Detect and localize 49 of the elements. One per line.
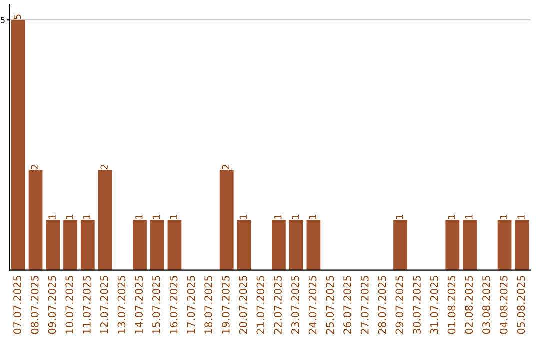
data-label: 1	[152, 214, 160, 220]
x-tick-label: 31.07.2025	[430, 276, 438, 334]
data-label: 1	[48, 214, 56, 220]
data-label: 1	[170, 214, 178, 220]
x-tick-label: 07.07.2025	[14, 276, 22, 334]
x-tick-label: 25.07.2025	[326, 276, 334, 334]
data-label: 1	[83, 214, 91, 220]
x-tick-label: 26.07.2025	[344, 276, 352, 334]
data-label: 1	[309, 214, 316, 220]
x-tick-label: 11.07.2025	[83, 276, 91, 334]
x-tick-label: 21.07.2025	[256, 276, 265, 334]
x-tick-label: 24.07.2025	[308, 276, 317, 334]
data-label: 1	[274, 214, 282, 220]
data-label: 2	[31, 165, 38, 170]
x-tick-label: 09.07.2025	[48, 276, 56, 334]
x-tick-label: 12.07.2025	[100, 276, 108, 334]
x-tick-label: 16.07.2025	[170, 276, 178, 334]
x-tick-label: 20.07.2025	[239, 276, 248, 334]
data-label: 2	[100, 165, 108, 170]
x-tick-label: 05.08.2025	[517, 276, 526, 334]
x-tick-label: 01.08.2025	[448, 276, 456, 334]
x-tick-label: 23.07.2025	[291, 276, 300, 334]
data-label: 5	[14, 14, 22, 20]
x-tick-label: 02.08.2025	[465, 276, 474, 334]
data-label: 1	[66, 214, 74, 220]
x-tick-label: 22.07.2025	[274, 276, 282, 334]
x-tick-label: 08.07.2025	[30, 276, 39, 334]
x-tick-label: 17.07.2025	[187, 276, 196, 334]
x-tick-label: 30.07.2025	[413, 276, 421, 334]
x-tick-label: 03.08.2025	[482, 276, 490, 334]
x-tick-label: 18.07.2025	[204, 276, 212, 334]
data-label: 1	[518, 214, 525, 220]
x-tick-label: 29.07.2025	[396, 276, 404, 334]
data-label: 1	[448, 214, 456, 220]
data-label: 1	[396, 214, 404, 220]
x-tick-label: 27.07.2025	[360, 276, 369, 334]
data-label: 1	[292, 214, 300, 220]
x-tick-label: 14.07.2025	[135, 276, 144, 334]
x-tick-label: 28.07.2025	[378, 276, 386, 334]
x-tick-label: 10.07.2025	[66, 276, 74, 334]
x-tick-label: 13.07.2025	[118, 276, 126, 334]
data-label: 1	[466, 214, 473, 220]
data-label: 2	[222, 165, 230, 170]
x-tick-label: 19.07.2025	[222, 276, 230, 334]
x-tick-label: 15.07.2025	[152, 276, 160, 334]
data-label: 1	[500, 214, 508, 220]
data-label: 1	[136, 214, 143, 220]
x-tick-label: 04.08.2025	[500, 276, 508, 334]
data-label: 1	[240, 214, 247, 220]
